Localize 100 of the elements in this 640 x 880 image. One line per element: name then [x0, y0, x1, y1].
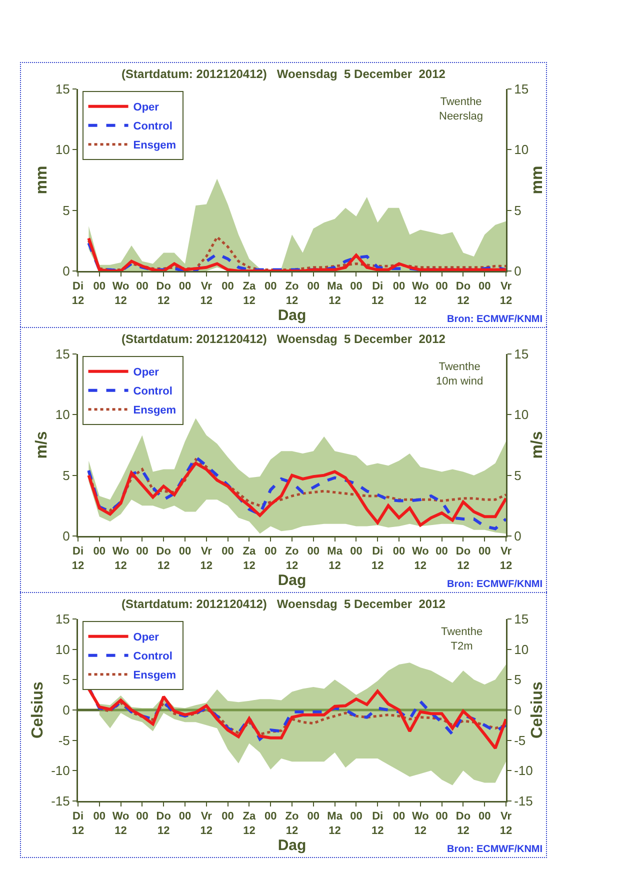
x-tick-label: 00: [136, 546, 148, 558]
y2-axis-title: m/s: [529, 431, 546, 459]
x-tick-label: Do 12: [156, 280, 172, 307]
x-tick-label: Za 12: [242, 546, 256, 572]
text: Bron: ECMWF/KNMI: [447, 844, 543, 855]
x-tick-label: Di 12: [371, 810, 384, 837]
x-tick-label: 00: [436, 810, 448, 823]
y-tick-label: 5: [62, 202, 70, 218]
x-tick-label: 00: [264, 810, 277, 823]
y2-tick-label: 0: [514, 528, 522, 544]
x-tick-label: Do 12: [456, 546, 471, 572]
y2-tick-label: 5: [514, 202, 522, 218]
chart-title: (Startdatum: 2012120412) Woensdag 5 December 2012: [122, 597, 446, 611]
y-tick-label: 5: [62, 468, 70, 483]
x-tick-label: 00: [478, 546, 491, 558]
x-tick-label: Vr 12: [200, 546, 213, 572]
y-tick-label: -15: [51, 794, 70, 809]
x-tick-label: Ma 12: [327, 810, 344, 837]
y-tick-label: 15: [55, 612, 70, 627]
y2-tick-label: 5: [514, 468, 522, 483]
y2-tick-label: 5: [514, 672, 522, 688]
legend-label: Ensgem: [133, 404, 176, 417]
y-tick-label: -10: [51, 763, 70, 778]
y2-tick-label: 15: [514, 612, 529, 627]
y-tick-label: 10: [55, 407, 70, 422]
y-axis-title: mm: [34, 166, 51, 194]
y2-tick-label: 10: [514, 407, 529, 422]
y-tick-label: 10: [55, 142, 70, 158]
x-tick-label: 00: [350, 810, 362, 823]
y2-tick-label: 15: [514, 82, 529, 97]
x-tick-label: Di 12: [72, 546, 84, 572]
x-tick-label: 00: [478, 280, 491, 293]
x-tick-label: 00: [307, 810, 320, 823]
x-tick-label: 00: [178, 810, 192, 823]
x-tick-label: Wo 12: [112, 810, 130, 837]
x-tick-label: Wo 12: [412, 280, 430, 307]
y2-tick-label: -5: [514, 732, 526, 748]
x-tick-label: 00: [178, 546, 192, 558]
x-tick-label: 00: [178, 280, 192, 293]
legend-label: Control: [133, 650, 172, 663]
y2-tick-label: -10: [514, 763, 533, 778]
x-tick-label: 00: [392, 546, 406, 558]
chart-title: (Startdatum: 2012120412) Woensdag 5 December 2012: [122, 332, 446, 346]
y2-tick-label: -15: [514, 794, 533, 809]
x-tick-label: Di 12: [371, 546, 384, 572]
x-tick-label: 00: [307, 280, 320, 293]
legend-label: Oper: [133, 366, 160, 379]
x-tick-label: Do 12: [156, 810, 172, 837]
x-tick-label: Zo 12: [285, 546, 299, 572]
x-tick-label: 00: [136, 810, 148, 823]
y2-axis-title: mm: [529, 166, 546, 194]
legend-label: Control: [133, 120, 172, 133]
x-tick-label: 00: [264, 546, 277, 558]
x-tick-label: 00: [222, 280, 234, 293]
y-axis-title: m/s: [34, 431, 51, 459]
x-tick-label: Di 12: [72, 280, 84, 307]
x-tick-label: 00: [136, 280, 148, 293]
y-tick-label: 0: [62, 528, 70, 544]
x-tick-label: 00: [436, 280, 448, 293]
x-tick-label: Ma 12: [327, 546, 344, 572]
x-tick-label: Do 12: [156, 546, 172, 572]
x-tick-label: Wo 12: [112, 546, 130, 572]
x-tick-label: Wo 12: [112, 280, 130, 307]
y-tick-label: 15: [55, 346, 70, 362]
x-tick-label: Wo 12: [412, 810, 430, 837]
x-tick-label: Za 12: [242, 810, 256, 837]
y2-tick-label: 0: [514, 702, 522, 718]
x-tick-label: Zo 12: [285, 810, 299, 837]
legend-label: Ensgem: [133, 670, 176, 682]
x-tick-label: Vr 12: [200, 810, 213, 837]
y2-tick-label: 0: [514, 264, 522, 279]
x-tick-label: Wo 12: [412, 546, 430, 572]
x-tick-label: Za 12: [242, 280, 256, 307]
y2-tick-label: 10: [514, 642, 529, 657]
y-axis-title: Celsius: [29, 681, 46, 738]
x-tick-label: Vr 12: [500, 546, 512, 572]
chart-title: (Startdatum: 2012120412) Woensdag 5 December 2012: [122, 67, 446, 81]
x-tick-label: Zo 12: [285, 280, 299, 307]
x-tick-label: 00: [93, 810, 106, 823]
legend-label: Oper: [133, 632, 160, 644]
y2-tick-label: 15: [514, 346, 529, 362]
annotation: Twenthe T2m: [441, 626, 483, 652]
x-tick-label: 00: [392, 280, 406, 293]
legend-label: Ensgem: [133, 140, 176, 152]
y2-axis-title: Celsius: [529, 681, 546, 738]
y2-tick-label: 10: [514, 142, 529, 158]
x-tick-label: 00: [436, 546, 448, 558]
y-tick-label: 0: [62, 264, 70, 279]
x-tick-label: 00: [307, 546, 320, 558]
x-tick-label: Vr 12: [200, 280, 213, 307]
x-tick-label: 00: [478, 810, 491, 823]
x-tick-label: 00: [93, 546, 106, 558]
x-axis-title: Dag: [278, 837, 306, 854]
y-tick-label: 5: [62, 672, 70, 688]
text: Bron: ECMWF/KNMI: [447, 579, 543, 590]
line-series: [87, 687, 506, 750]
x-tick-label: 00: [222, 810, 234, 823]
line-series: [87, 458, 506, 512]
annotation: Twenthe 10m wind: [436, 361, 484, 388]
x-tick-label: 00: [93, 280, 106, 293]
